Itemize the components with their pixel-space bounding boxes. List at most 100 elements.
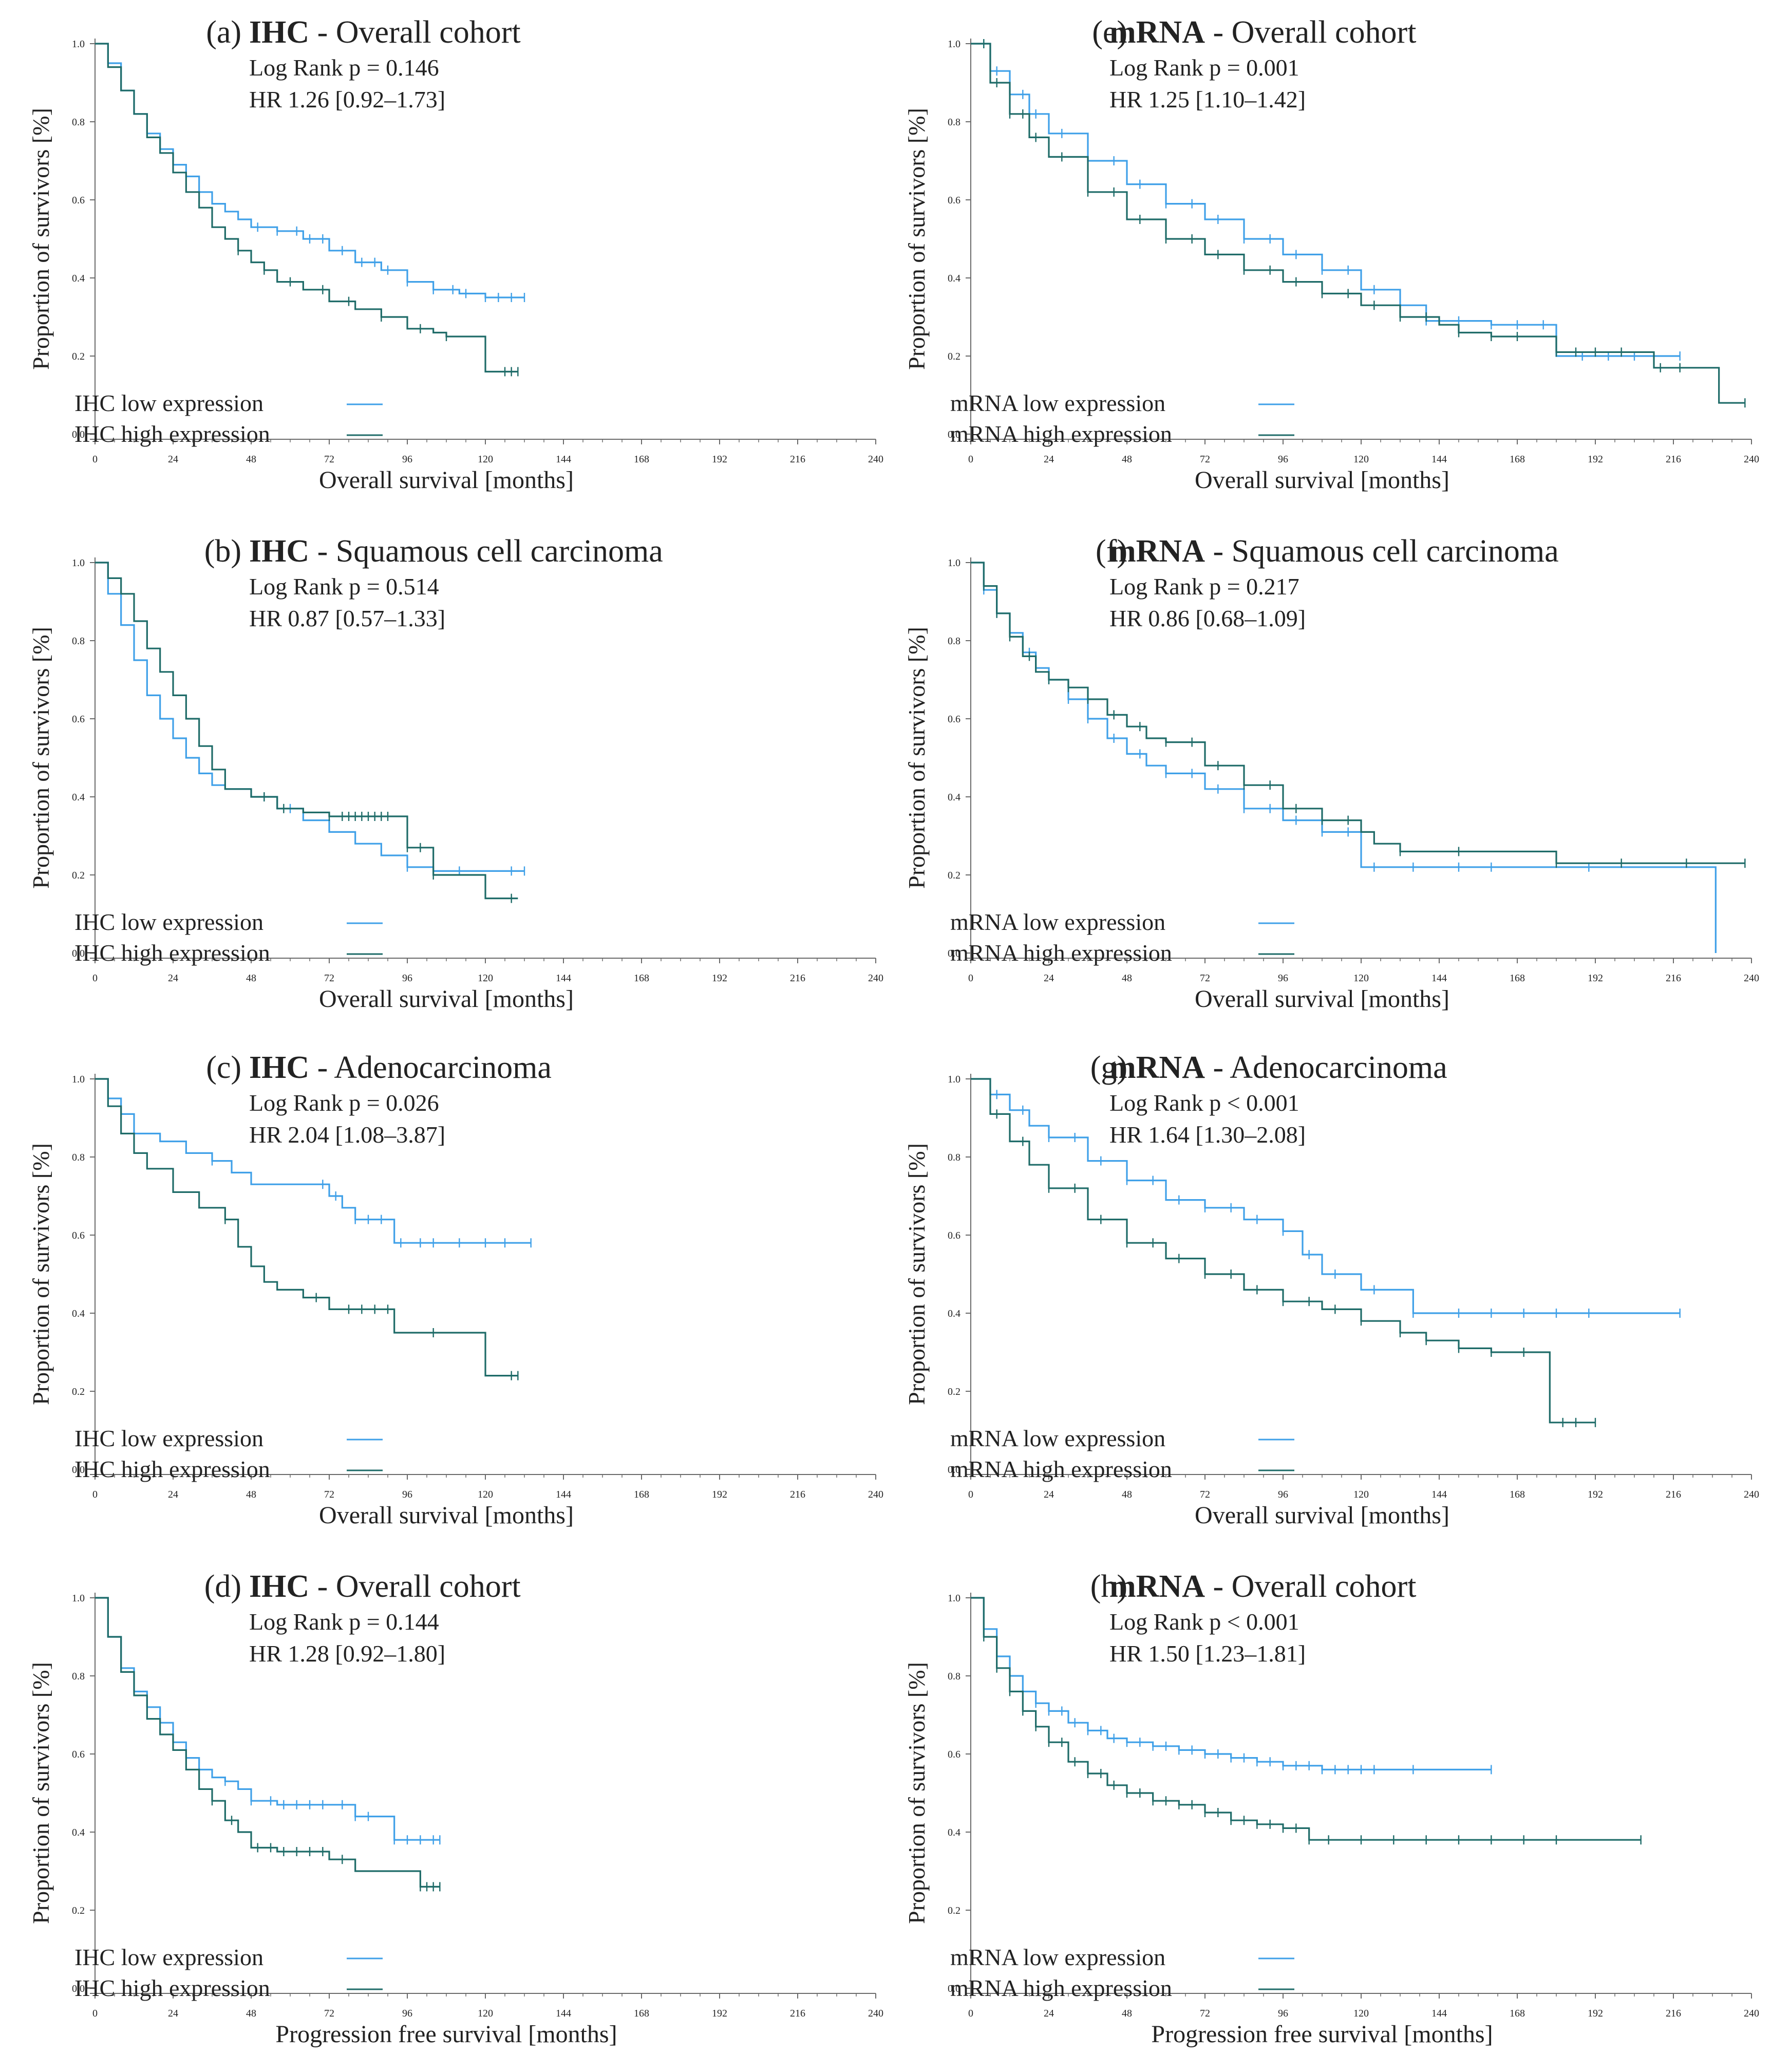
chart-panel-c: 0 24 48 72 96 120 144 168 192 216 240 0.0 0.2 0.4 0.6 0… bbox=[28, 1050, 883, 1529]
chart-title: IHC - Overall cohort bbox=[249, 1569, 521, 1604]
legend-low-label: mRNA low expression bbox=[950, 390, 1165, 416]
y-tick-label: 0.4 bbox=[948, 1308, 960, 1319]
y-tick-label: 0.2 bbox=[72, 1905, 85, 1916]
y-tick-label: 1.0 bbox=[72, 1074, 85, 1085]
x-tick-label: 120 bbox=[478, 2008, 493, 2019]
panel-label: (a) bbox=[206, 15, 241, 50]
y-tick-label: 1.0 bbox=[948, 557, 960, 569]
chart-title-rest: - Adenocarcinoma bbox=[309, 1050, 552, 1085]
y-tick-label: 0.2 bbox=[948, 1905, 960, 1916]
x-tick-label: 48 bbox=[1122, 454, 1132, 465]
x-tick-label: 192 bbox=[712, 1489, 727, 1500]
y-axis-label: Proportion of survivors [%] bbox=[28, 108, 54, 370]
x-tick-label: 144 bbox=[1431, 2008, 1447, 2019]
hazard-ratio-stat: HR 2.04 [1.08–3.87] bbox=[249, 1122, 445, 1148]
survival-curve-low bbox=[971, 562, 1717, 953]
log-rank-stat: Log Rank p = 0.001 bbox=[1109, 54, 1299, 81]
legend-low-label: mRNA low expression bbox=[950, 1944, 1165, 1970]
log-rank-stat: Log Rank p < 0.001 bbox=[1109, 1609, 1299, 1635]
x-tick-label: 0 bbox=[968, 1489, 973, 1500]
x-tick-label: 120 bbox=[1353, 1489, 1369, 1500]
y-tick-label: 0.8 bbox=[948, 117, 960, 128]
x-tick-label: 0 bbox=[92, 454, 98, 465]
chart-title: mRNA - Squamous cell carcinoma bbox=[1109, 534, 1559, 569]
chart-title: IHC - Squamous cell carcinoma bbox=[249, 534, 663, 569]
y-tick-label: 0.6 bbox=[72, 714, 85, 725]
chart-title: mRNA - Overall cohort bbox=[1109, 1569, 1416, 1604]
x-axis-label: Overall survival [months] bbox=[1195, 1502, 1449, 1529]
x-tick-label: 240 bbox=[1744, 973, 1759, 984]
y-tick-label: 0.4 bbox=[72, 1308, 85, 1319]
legend-low-label: IHC low expression bbox=[74, 390, 263, 416]
hazard-ratio-stat: HR 1.28 [0.92–1.80] bbox=[249, 1640, 445, 1667]
x-tick-label: 24 bbox=[168, 973, 178, 984]
legend-low-label: IHC low expression bbox=[74, 1944, 263, 1970]
x-tick-label: 72 bbox=[1200, 973, 1210, 984]
log-rank-stat: Log Rank p = 0.146 bbox=[249, 54, 439, 81]
y-axis-label: Proportion of survivors [%] bbox=[28, 1143, 54, 1405]
chart-title-rest: - Overall cohort bbox=[1205, 15, 1416, 50]
x-tick-label: 144 bbox=[556, 973, 571, 984]
survival-curve-high bbox=[95, 43, 518, 372]
x-tick-label: 144 bbox=[556, 2008, 571, 2019]
x-tick-label: 96 bbox=[1278, 454, 1288, 465]
x-tick-label: 96 bbox=[402, 454, 412, 465]
y-tick-label: 0.8 bbox=[948, 636, 960, 647]
hazard-ratio-stat: HR 0.86 [0.68–1.09] bbox=[1109, 605, 1306, 631]
x-tick-label: 96 bbox=[1278, 1489, 1288, 1500]
y-tick-label: 0.6 bbox=[948, 1230, 960, 1241]
chart-title-rest: - Overall cohort bbox=[1205, 1569, 1416, 1604]
y-tick-label: 0.2 bbox=[948, 351, 960, 362]
y-tick-label: 0.4 bbox=[948, 273, 960, 284]
y-tick-label: 0.6 bbox=[948, 1749, 960, 1760]
x-tick-label: 168 bbox=[634, 973, 649, 984]
x-tick-label: 240 bbox=[868, 1489, 883, 1500]
y-tick-label: 0.0 bbox=[72, 1464, 85, 1476]
x-tick-label: 48 bbox=[1122, 2008, 1132, 2019]
x-tick-label: 48 bbox=[246, 2008, 256, 2019]
x-axis-label: Overall survival [months] bbox=[1195, 466, 1449, 494]
panel-label: (f) bbox=[1096, 534, 1127, 569]
chart-title: mRNA - Overall cohort bbox=[1109, 15, 1416, 50]
x-tick-label: 168 bbox=[1510, 454, 1525, 465]
log-rank-stat: Log Rank p < 0.001 bbox=[1109, 1090, 1299, 1116]
legend-high-label: mRNA high expression bbox=[950, 1975, 1172, 2001]
y-tick-label: 1.0 bbox=[948, 1074, 960, 1085]
x-tick-label: 240 bbox=[1744, 2008, 1759, 2019]
survival-curve-high bbox=[95, 562, 518, 900]
x-tick-label: 144 bbox=[1431, 1489, 1447, 1500]
y-axis-label: Proportion of survivors [%] bbox=[28, 1662, 54, 1924]
legend-high-label: mRNA high expression bbox=[950, 421, 1172, 447]
y-tick-label: 0.8 bbox=[72, 1671, 85, 1682]
panel-label: (b) bbox=[204, 534, 241, 569]
x-tick-label: 24 bbox=[168, 2008, 178, 2019]
x-tick-label: 216 bbox=[790, 973, 805, 984]
y-tick-label: 0.6 bbox=[948, 195, 960, 206]
chart-title-bold: mRNA bbox=[1109, 1569, 1205, 1604]
legend-low-label: mRNA low expression bbox=[950, 909, 1165, 935]
y-axis-label: Proportion of survivors [%] bbox=[903, 1662, 930, 1924]
legend-low-label: IHC low expression bbox=[74, 909, 263, 935]
hazard-ratio-stat: HR 1.26 [0.92–1.73] bbox=[249, 86, 445, 113]
x-tick-label: 192 bbox=[1588, 973, 1603, 984]
x-tick-label: 96 bbox=[402, 2008, 412, 2019]
chart-title-bold: IHC bbox=[249, 1050, 309, 1085]
legend-high-label: IHC high expression bbox=[74, 1975, 270, 2001]
x-tick-label: 96 bbox=[402, 1489, 412, 1500]
y-tick-label: 0.6 bbox=[72, 1230, 85, 1241]
chart-title-bold: mRNA bbox=[1109, 534, 1205, 569]
y-tick-label: 0.0 bbox=[948, 948, 960, 959]
legend-high-label: IHC high expression bbox=[74, 421, 270, 447]
chart-title-bold: IHC bbox=[249, 15, 309, 50]
y-tick-label: 0.8 bbox=[948, 1671, 960, 1682]
x-tick-label: 144 bbox=[1431, 454, 1447, 465]
y-tick-label: 1.0 bbox=[948, 1593, 960, 1604]
y-axis-label: Proportion of survivors [%] bbox=[28, 627, 54, 889]
chart-title-rest: - Overall cohort bbox=[309, 1569, 520, 1604]
x-tick-label: 48 bbox=[246, 1489, 256, 1500]
hazard-ratio-stat: HR 1.50 [1.23–1.81] bbox=[1109, 1640, 1306, 1667]
x-axis-label: Overall survival [months] bbox=[319, 1502, 574, 1529]
x-tick-label: 72 bbox=[1200, 2008, 1210, 2019]
y-tick-label: 0.0 bbox=[72, 1983, 85, 1994]
legend-high-label: IHC high expression bbox=[74, 1456, 270, 1482]
